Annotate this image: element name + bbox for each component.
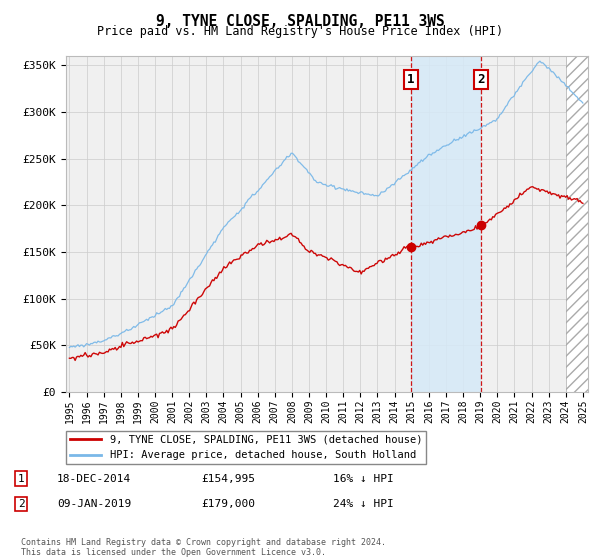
Text: 2: 2	[17, 499, 25, 509]
Bar	[566, 56, 592, 392]
Text: 18-DEC-2014: 18-DEC-2014	[57, 474, 131, 484]
Legend: 9, TYNE CLOSE, SPALDING, PE11 3WS (detached house), HPI: Average price, detached: 9, TYNE CLOSE, SPALDING, PE11 3WS (detac…	[66, 431, 427, 464]
Text: 09-JAN-2019: 09-JAN-2019	[57, 499, 131, 509]
Text: Contains HM Land Registry data © Crown copyright and database right 2024.
This d: Contains HM Land Registry data © Crown c…	[21, 538, 386, 557]
Text: £154,995: £154,995	[201, 474, 255, 484]
Bar	[566, 56, 592, 392]
Text: 9, TYNE CLOSE, SPALDING, PE11 3WS: 9, TYNE CLOSE, SPALDING, PE11 3WS	[155, 14, 445, 29]
Text: 16% ↓ HPI: 16% ↓ HPI	[333, 474, 394, 484]
Text: Price paid vs. HM Land Registry's House Price Index (HPI): Price paid vs. HM Land Registry's House …	[97, 25, 503, 38]
Text: 1: 1	[17, 474, 25, 484]
Bar	[411, 56, 481, 392]
Text: 1: 1	[407, 73, 415, 86]
Text: £179,000: £179,000	[201, 499, 255, 509]
Text: 24% ↓ HPI: 24% ↓ HPI	[333, 499, 394, 509]
Text: 2: 2	[477, 73, 485, 86]
